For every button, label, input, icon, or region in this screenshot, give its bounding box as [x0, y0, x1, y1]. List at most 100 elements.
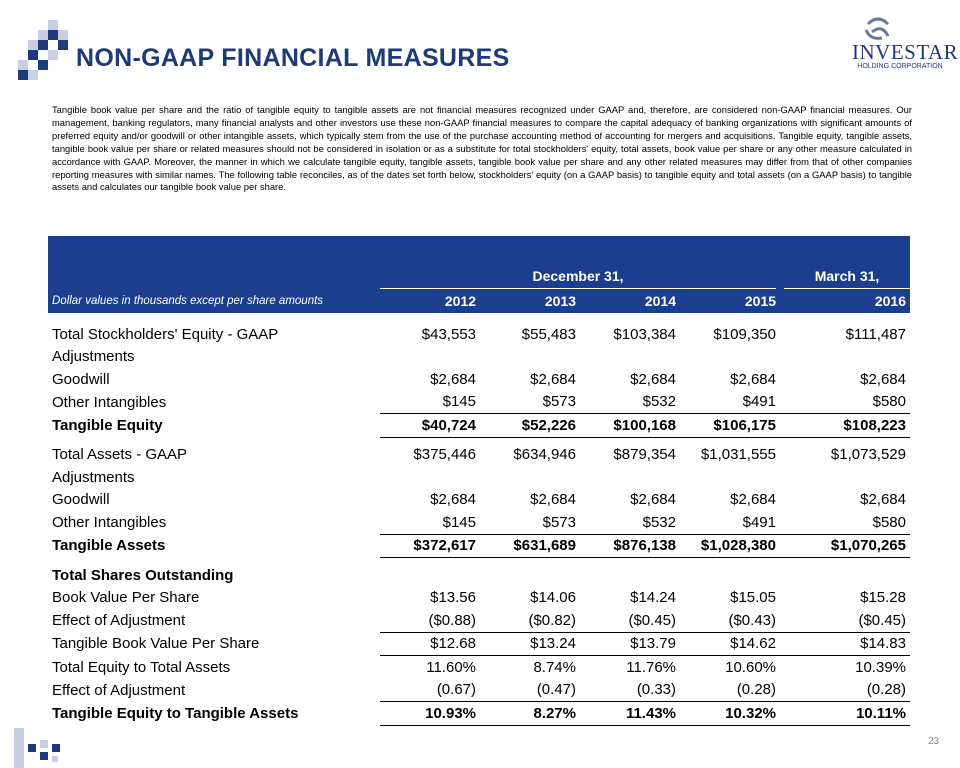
title: NON-GAAP FINANCIAL MEASURES — [76, 44, 510, 72]
cell: $2,684 — [530, 370, 576, 388]
table-row: Goodwill $2,684 $2,684 $2,684 $2,684 $2,684 — [48, 368, 910, 391]
cell: (0.67) — [380, 678, 480, 702]
cell: $14.83 — [780, 632, 910, 656]
note: Dollar values in thousands except per sh… — [48, 288, 380, 313]
cell: $108,223 — [780, 413, 910, 438]
group-header: March 31, — [776, 236, 910, 289]
table-row: Tangible Equity $40,724 $52,226 $100,168 $10… — [48, 413, 910, 438]
year-header: 2015 — [680, 288, 780, 313]
cell: $2,684 — [430, 491, 476, 509]
table-row: Other Intangibles $145 $573 $532 $491 $580 — [48, 511, 910, 535]
table-row: Tangible Assets $372,617 $631,689 $876,138 $… — [48, 534, 910, 558]
cell: $40,724 — [380, 413, 480, 438]
table-row: Tangible Book Value Per Share $12.68 $13.2… — [48, 632, 910, 656]
page-number: 23 — [928, 736, 940, 747]
cell: $15.05 — [730, 589, 776, 607]
cell: ($0.43) — [680, 609, 780, 633]
cell: $879,354 — [613, 446, 676, 464]
cell — [680, 466, 780, 489]
table-row: Total Stockholders' Equity - GAAP $43,553… — [48, 313, 910, 346]
row-label: Effect of Adjustment — [52, 681, 186, 699]
cell: 10.93% — [380, 701, 480, 726]
cell: $580 — [780, 390, 910, 414]
cell: $15.28 — [860, 589, 906, 607]
cell: $14.06 — [530, 589, 576, 607]
cell: $106,175 — [680, 413, 780, 438]
row-label: Total Stockholders' Equity - GAAP — [52, 325, 279, 343]
cell: (0.33) — [580, 678, 680, 702]
group-header: December 31, — [380, 236, 780, 289]
cell: ($0.88) — [380, 609, 480, 633]
cell: $372,617 — [380, 534, 480, 558]
year-header: 2012 — [380, 288, 480, 313]
cell — [580, 466, 680, 489]
cell: 11.60% — [426, 658, 476, 676]
cell: 10.39% — [855, 658, 906, 676]
cell: $109,350 — [713, 325, 776, 343]
cell: $631,689 — [480, 534, 580, 558]
cell: $1,031,555 — [700, 446, 776, 464]
cell: ($0.45) — [780, 609, 910, 633]
cell: ($0.45) — [580, 609, 680, 633]
year-header: 2014 — [580, 288, 680, 313]
cell: $1,073,529 — [830, 446, 906, 464]
cell: $52,226 — [480, 413, 580, 438]
cell — [480, 346, 580, 369]
cell: (0.28) — [680, 678, 780, 702]
cell: $100,168 — [580, 413, 680, 438]
row-label: Tangible Assets — [52, 537, 166, 555]
cell: $573 — [480, 511, 580, 535]
table-row: Total Equity to Total Assets 11.60% 8.74% 1… — [48, 656, 910, 679]
row-label: Adjustments — [52, 468, 135, 486]
table-row: Goodwill $2,684 $2,684 $2,684 $2,684 $2,684 — [48, 489, 910, 512]
cell — [780, 346, 910, 369]
cell: $876,138 — [580, 534, 680, 558]
table-row: Tangible Equity to Tangible Assets 10.93%… — [48, 701, 910, 726]
cell: 10.60% — [725, 658, 776, 676]
row-label: Tangible Equity — [52, 416, 163, 434]
cell: $145 — [380, 390, 480, 414]
row-label: Book Value Per Share — [52, 589, 200, 607]
cell — [780, 466, 910, 489]
cell: 11.76% — [626, 658, 676, 676]
cell — [780, 558, 910, 587]
cell: $2,684 — [860, 370, 906, 388]
cell: $1,070,265 — [780, 534, 910, 558]
cell — [480, 558, 580, 587]
cell: $111,487 — [845, 325, 906, 343]
cell: $580 — [780, 511, 910, 535]
cell: $2,684 — [730, 491, 776, 509]
cell: $14.24 — [630, 589, 676, 607]
cell: $13.79 — [580, 632, 680, 656]
cell — [380, 558, 480, 587]
row-label: Other Intangibles — [52, 393, 167, 411]
cell — [580, 346, 680, 369]
cell: ($0.82) — [480, 609, 580, 633]
table-row: Effect of Adjustment ($0.88) ($0.82) ($0.45… — [48, 609, 910, 633]
table-row: Adjustments — [48, 346, 910, 369]
row-label: Tangible Equity to Tangible Assets — [52, 704, 299, 722]
row-label: Total Assets - GAAP — [52, 446, 188, 463]
cell: $491 — [680, 390, 780, 414]
logo-sub: HOLDING CORPORATION — [857, 63, 943, 70]
intro-text: Tangible book value per share and the ra… — [52, 104, 912, 193]
cell: $532 — [580, 390, 680, 414]
row-label: Total Shares Outstanding — [52, 566, 234, 584]
cell: $2,684 — [630, 370, 676, 388]
header-cell — [48, 236, 380, 289]
cell: $14.62 — [680, 632, 780, 656]
table-row: Other Intangibles $145 $573 $532 $491 $580 — [48, 390, 910, 414]
row-label: Tangible Book Value Per Share — [52, 635, 260, 653]
cell: $13.56 — [430, 589, 476, 607]
cell: $2,684 — [530, 491, 576, 509]
year-header: 2013 — [480, 288, 580, 313]
cell: $491 — [680, 511, 780, 535]
cell: (0.47) — [480, 678, 580, 702]
cell: $103,384 — [613, 325, 676, 343]
cell: 11.43% — [580, 701, 680, 726]
cell: $532 — [580, 511, 680, 535]
cell: $12.68 — [380, 632, 480, 656]
row-label: Other Intangibles — [52, 514, 167, 531]
